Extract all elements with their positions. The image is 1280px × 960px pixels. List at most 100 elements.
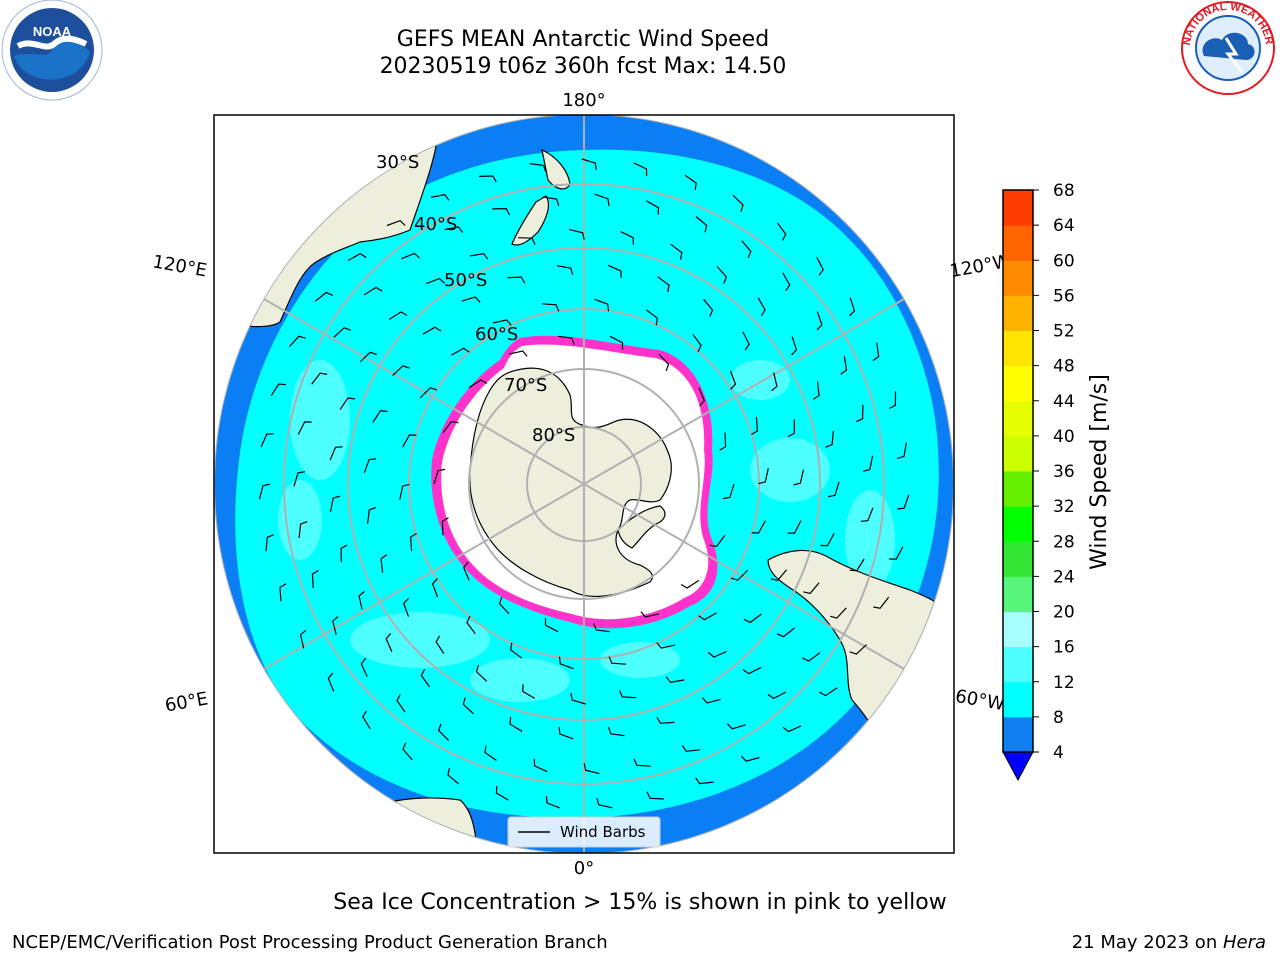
wind-barb [849,558,865,572]
wind-barb [362,710,371,730]
wind-barb [729,370,737,390]
wind-barb [367,506,377,524]
wind-barb [451,347,470,356]
wind-barb [363,286,383,296]
colorbar-tick-label: 60 [1053,251,1075,271]
lat-label-80s: 80°S [532,425,575,446]
wind-barb [782,725,802,733]
wind-barb [791,336,798,356]
wind-barb [860,507,874,522]
colorbar-tick-label: 56 [1053,286,1075,306]
wind-barb [608,656,626,665]
wind-barb [360,657,368,677]
wind-barb [466,615,476,635]
wind-barb [730,569,749,581]
wind-barb [314,291,333,302]
wind-barb [542,196,560,206]
wind-barb [508,350,528,357]
colorbar-segment [1003,681,1033,718]
wind-barb [498,596,510,615]
wind-barb [556,265,574,275]
wind-barb [435,635,445,654]
wind-barb [708,650,727,658]
colorbar-tick-label: 12 [1053,673,1075,693]
wind-barb [782,272,791,292]
wind-barb [872,342,880,362]
colorbar-segment [1003,576,1033,612]
wind-barb [684,174,697,191]
wind-barb [862,455,874,472]
wind-barb [593,623,611,633]
wind-barb [581,158,597,171]
wind-barb [698,387,705,407]
wind-barb [359,351,377,363]
colorbar-under-arrow [1002,751,1034,782]
wind-barb [495,785,509,801]
wind-barb [340,544,348,563]
colorbar-segment [1003,295,1033,331]
wind-barb [583,763,600,775]
colorbar-segment [1003,260,1033,296]
colorbar-tick-label: 44 [1053,392,1075,412]
wind-barb [402,742,413,761]
wind-barb [740,755,760,762]
wind-barb [358,590,365,610]
wind-barb [509,717,523,732]
colorbar-label: Wind Speed [m/s] [1087,374,1112,570]
wind-barb [645,309,659,326]
wind-barb [299,629,307,649]
wind-barb [568,228,585,240]
lon-label-180: 180° [562,90,605,111]
wind-barb [558,727,574,740]
wind-barb [681,745,701,752]
wind-barb [507,276,526,284]
wind-barb [396,694,406,713]
wind-barb [419,387,438,399]
wind-barb [293,471,306,487]
wind-barb [596,797,613,809]
wind-barb [825,430,834,448]
wind-barb [897,442,907,459]
wind-barb [327,672,335,692]
wind-barb [409,532,417,552]
wind-barb [607,727,625,737]
wind-barb [363,458,377,474]
noaa-logo-text: NOAA [33,24,72,39]
wind-barb [646,200,660,215]
wind-barb [888,391,897,410]
wind-barb [260,433,274,448]
wind-barb [469,253,489,260]
wind-barb [776,222,787,241]
colorbar-segment [1003,190,1033,226]
wind-barb [311,372,328,385]
colorbar-segment [1003,716,1033,753]
wind-barb [388,311,408,321]
colorbar-segment [1003,611,1033,648]
wind-barb [856,404,864,423]
colorbar-segment [1003,646,1033,683]
colorbar-tick-label: 52 [1053,322,1075,342]
wind-barb [827,481,840,498]
lat-label-40s: 40°S [414,214,457,235]
colorbar-segment [1003,365,1033,402]
colorbar-tick-label: 16 [1053,638,1075,658]
wind-barb [742,666,762,675]
legend-label: Wind Barbs [560,823,646,841]
footer-credit: NCEP/EMC/Verification Post Processing Pr… [12,932,608,953]
wind-barb [819,687,838,697]
wind-barb [329,446,343,461]
wind-barb [633,758,651,767]
colorbar-segment [1003,225,1033,261]
wind-barb [607,264,622,278]
wind-barb [426,277,446,285]
lat-label-70s: 70°S [504,375,547,396]
wind-barb [820,533,835,547]
wind-barb [333,327,352,338]
wind-barb [518,237,536,245]
wind-barb [803,582,820,595]
lat-label-60s: 60°S [475,324,518,345]
colorbar-tick-label: 36 [1053,462,1075,482]
colorbar-segment [1003,541,1033,577]
wind-barb [770,569,788,582]
